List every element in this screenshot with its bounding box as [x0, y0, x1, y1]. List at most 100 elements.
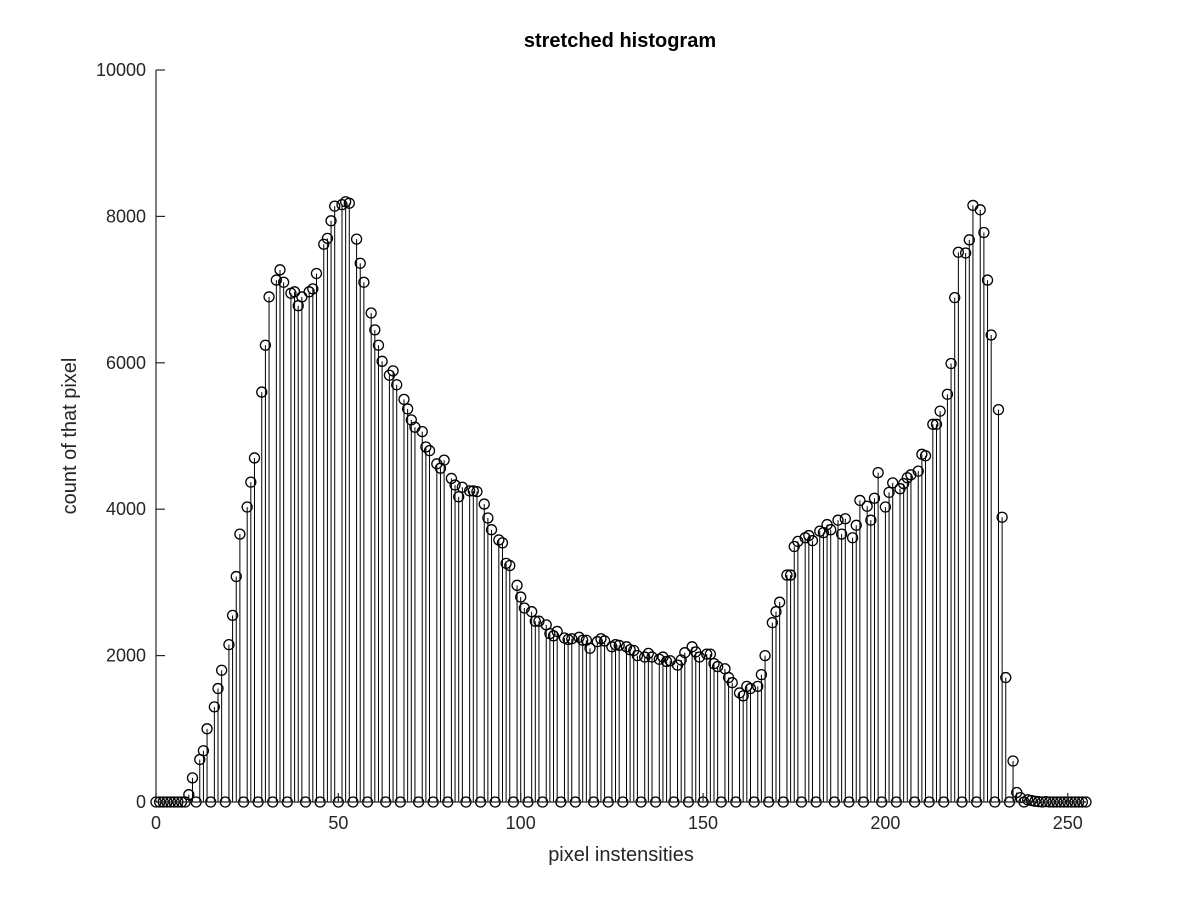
data-point-202	[887, 477, 899, 489]
markers-group	[150, 196, 1092, 808]
data-point-60	[369, 324, 381, 336]
x-tick-label-2: 100	[506, 813, 536, 833]
data-point-235	[1007, 755, 1019, 767]
data-point-94	[493, 534, 505, 546]
data-point-176	[792, 535, 804, 548]
data-point-104	[529, 615, 541, 627]
data-point-241	[1029, 795, 1041, 807]
data-point-166	[755, 668, 768, 681]
data-point-135	[642, 647, 655, 660]
data-point-73	[416, 425, 428, 438]
data-point-31	[263, 291, 275, 303]
x-tick-label-4: 200	[870, 813, 900, 833]
data-point-211	[919, 450, 932, 462]
data-point-51	[336, 199, 348, 211]
data-point-206	[901, 472, 913, 484]
data-point-233	[1000, 671, 1012, 684]
x-tick-label-5: 250	[1053, 813, 1083, 833]
data-point-218	[945, 357, 957, 370]
data-point-188	[835, 528, 848, 540]
data-point-103	[525, 606, 538, 618]
data-point-86	[463, 485, 476, 497]
data-point-9	[183, 789, 195, 801]
data-point-209	[912, 465, 924, 477]
data-point-56	[354, 257, 366, 269]
data-point-129	[620, 641, 633, 653]
data-point-119	[584, 642, 596, 654]
data-point-91	[482, 512, 494, 524]
data-point-171	[773, 596, 786, 608]
data-point-33	[270, 274, 283, 286]
data-point-170	[770, 606, 782, 618]
data-point-227	[978, 226, 990, 239]
data-point-20	[223, 638, 235, 651]
data-point-81	[445, 472, 458, 485]
data-point-231	[992, 403, 1005, 416]
data-point-193	[854, 494, 866, 507]
data-point-121	[591, 636, 603, 648]
data-point-101	[518, 602, 531, 614]
data-point-99	[511, 579, 523, 591]
data-point-214	[930, 418, 943, 430]
data-point-223	[963, 234, 975, 246]
x-ticks-group: 0 50 100 150 200 250	[151, 793, 1083, 833]
data-point-132	[631, 649, 644, 662]
data-point-29	[256, 386, 268, 398]
data-point-53	[343, 197, 355, 209]
data-point-228	[981, 274, 994, 286]
data-point-47	[321, 232, 334, 245]
data-point-84	[456, 481, 469, 493]
data-point-49	[329, 200, 341, 212]
y-tick-label-3: 6000	[106, 353, 146, 373]
data-point-200	[879, 501, 892, 513]
data-point-69	[401, 403, 414, 415]
y-tick-label-2: 4000	[106, 499, 146, 519]
data-point-35	[277, 276, 290, 288]
data-point-220	[952, 246, 965, 258]
data-point-136	[646, 651, 658, 663]
data-point-92	[485, 524, 498, 536]
data-point-43	[307, 283, 319, 295]
data-point-75	[423, 444, 436, 457]
data-point-10	[186, 772, 199, 784]
data-point-229	[985, 329, 997, 341]
data-point-180	[806, 535, 819, 547]
data-point-82	[449, 479, 461, 491]
data-point-165	[752, 680, 764, 692]
data-point-95	[496, 537, 509, 549]
x-tick-label-3: 150	[688, 813, 718, 833]
data-point-100	[515, 591, 527, 603]
data-point-191	[846, 532, 859, 544]
data-point-163	[744, 682, 757, 695]
x-tick-label-1: 50	[328, 813, 348, 833]
data-point-70	[405, 414, 417, 426]
data-point-74	[420, 441, 432, 453]
data-point-187	[832, 514, 844, 526]
y-ticks-group: 0 2000 4000 6000 8000 10000	[96, 60, 165, 812]
data-point-169	[766, 617, 779, 629]
data-point-57	[358, 276, 370, 288]
data-point-219	[949, 292, 961, 304]
data-point-30	[259, 339, 272, 351]
y-axis-label: count of that pixel	[59, 358, 81, 515]
data-point-21	[226, 609, 239, 621]
data-point-66	[391, 379, 403, 391]
data-point-123	[598, 635, 611, 647]
data-point-160	[733, 687, 746, 699]
data-point-167	[759, 649, 771, 662]
data-point-158	[726, 677, 738, 689]
data-point-14	[201, 723, 213, 735]
y-tick-label-4: 8000	[106, 206, 146, 226]
data-point-153	[708, 658, 720, 670]
data-point-222	[959, 247, 972, 259]
data-point-116	[573, 631, 585, 643]
data-point-127	[613, 639, 625, 652]
axes-group	[155, 70, 1086, 803]
data-point-62	[376, 355, 388, 367]
data-point-59	[365, 307, 377, 319]
data-point-79	[438, 454, 450, 466]
data-point-22	[230, 570, 242, 583]
data-point-207	[905, 469, 917, 481]
data-point-105	[533, 615, 545, 627]
